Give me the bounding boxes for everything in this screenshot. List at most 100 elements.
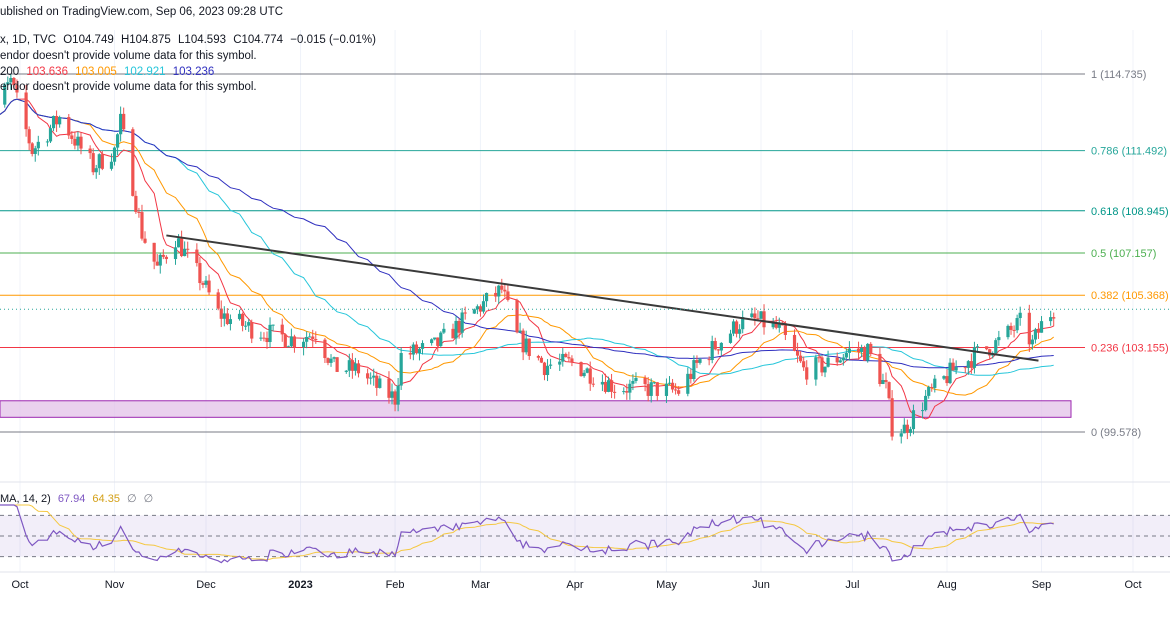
candle[interactable]: [109, 153, 114, 171]
candle[interactable]: [713, 337, 717, 351]
candle[interactable]: [51, 115, 56, 132]
candle[interactable]: [667, 376, 672, 386]
rsi-legend[interactable]: MA, 14, 2) 67.94 64.35 ∅ ∅: [0, 492, 157, 505]
candle[interactable]: [561, 348, 565, 367]
candle[interactable]: [286, 345, 290, 348]
candle[interactable]: [860, 344, 864, 358]
candle[interactable]: [73, 131, 77, 150]
candle[interactable]: [500, 278, 504, 294]
candle[interactable]: [622, 387, 626, 395]
candle[interactable]: [88, 145, 92, 159]
candle[interactable]: [219, 300, 223, 328]
candle[interactable]: [759, 310, 763, 320]
candle[interactable]: [1030, 334, 1034, 350]
candle[interactable]: [158, 253, 162, 274]
candle[interactable]: [890, 390, 894, 441]
candle[interactable]: [67, 114, 71, 139]
candle[interactable]: [902, 418, 906, 434]
candle[interactable]: [497, 284, 501, 305]
candle[interactable]: [119, 106, 123, 142]
candle[interactable]: [945, 369, 949, 386]
candle[interactable]: [503, 283, 507, 298]
candle[interactable]: [677, 386, 681, 396]
candle[interactable]: [369, 372, 373, 385]
candle[interactable]: [753, 307, 757, 326]
candle[interactable]: [802, 356, 806, 371]
candle[interactable]: [692, 355, 696, 382]
candle[interactable]: [908, 426, 912, 437]
candle[interactable]: [969, 353, 973, 374]
candle[interactable]: [390, 383, 394, 405]
candle[interactable]: [972, 341, 977, 374]
candle[interactable]: [878, 347, 882, 387]
candle[interactable]: [91, 148, 95, 176]
candle[interactable]: [152, 242, 156, 270]
candle[interactable]: [475, 304, 479, 315]
candlestick-series[interactable]: [3, 74, 1056, 444]
candle[interactable]: [686, 367, 690, 397]
candle[interactable]: [472, 308, 476, 314]
candle[interactable]: [140, 204, 144, 241]
candle[interactable]: [734, 319, 739, 338]
candle[interactable]: [408, 345, 412, 360]
candle[interactable]: [567, 351, 571, 362]
candle[interactable]: [582, 369, 586, 378]
candle[interactable]: [826, 350, 830, 368]
candle[interactable]: [579, 361, 583, 377]
candle[interactable]: [484, 292, 489, 307]
candle[interactable]: [1039, 316, 1044, 333]
candle[interactable]: [1049, 310, 1053, 326]
candle[interactable]: [3, 82, 7, 108]
candle[interactable]: [591, 377, 595, 388]
candle[interactable]: [442, 323, 446, 335]
candle[interactable]: [881, 373, 885, 385]
candle[interactable]: [216, 288, 220, 311]
candle[interactable]: [201, 281, 205, 289]
candle[interactable]: [741, 310, 745, 334]
candle[interactable]: [326, 357, 330, 366]
candle[interactable]: [131, 127, 135, 197]
candle[interactable]: [545, 359, 550, 382]
candle[interactable]: [719, 342, 723, 356]
candle[interactable]: [241, 312, 245, 332]
candle[interactable]: [814, 354, 818, 386]
candle[interactable]: [954, 360, 958, 375]
candle[interactable]: [228, 314, 233, 331]
candle[interactable]: [920, 402, 925, 419]
candle[interactable]: [195, 243, 199, 267]
candle[interactable]: [524, 330, 528, 355]
rsi-pane[interactable]: [0, 504, 1170, 564]
candle[interactable]: [244, 321, 248, 331]
candle[interactable]: [856, 341, 861, 361]
candle[interactable]: [655, 382, 659, 401]
candle[interactable]: [280, 318, 284, 342]
candle[interactable]: [731, 319, 736, 337]
candle[interactable]: [183, 241, 187, 257]
candle[interactable]: [396, 378, 400, 412]
candle[interactable]: [863, 345, 867, 361]
candle[interactable]: [76, 131, 80, 151]
candle[interactable]: [411, 342, 415, 361]
candle[interactable]: [350, 353, 354, 379]
candle[interactable]: [433, 337, 437, 341]
candle[interactable]: [933, 374, 937, 393]
candle[interactable]: [698, 357, 702, 365]
candle[interactable]: [308, 333, 312, 338]
candle[interactable]: [262, 332, 266, 342]
candle[interactable]: [30, 142, 34, 157]
candle[interactable]: [625, 383, 629, 400]
candle[interactable]: [112, 146, 117, 166]
candle[interactable]: [70, 131, 74, 145]
candle[interactable]: [652, 381, 656, 385]
candle[interactable]: [265, 331, 269, 349]
candle[interactable]: [634, 372, 638, 384]
candle[interactable]: [460, 307, 464, 338]
candle[interactable]: [649, 378, 653, 403]
symbol-legend[interactable]: x, 1D, TVC O104.749 H104.875 L104.593 C1…: [0, 34, 380, 46]
candle[interactable]: [948, 358, 952, 385]
candle[interactable]: [1015, 314, 1019, 334]
ma-legend[interactable]: 200 103.636 103.005 102.921 103.236: [0, 66, 218, 78]
candle[interactable]: [481, 294, 486, 314]
candle[interactable]: [9, 74, 13, 90]
fibonacci-levels[interactable]: 1 (114.735) 0.786 (111.492) 0.618 (108.945…: [0, 69, 1169, 439]
